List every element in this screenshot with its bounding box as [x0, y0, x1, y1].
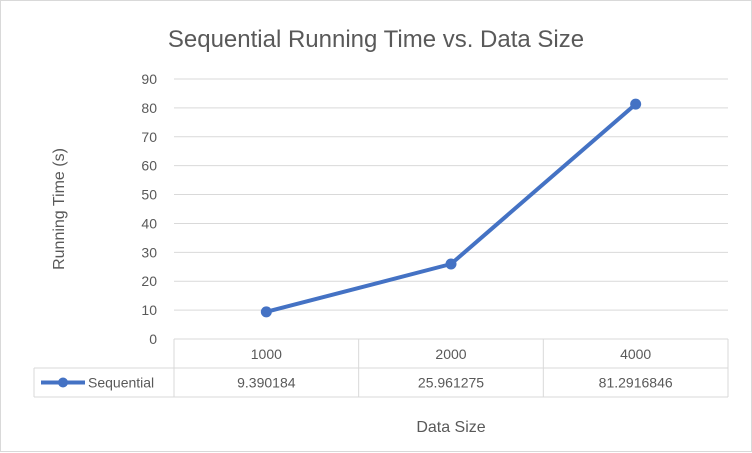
data-point: [445, 258, 457, 270]
y-tick-label: 40: [141, 215, 157, 231]
table-value: 9.390184: [237, 375, 296, 391]
data-point: [630, 98, 642, 110]
x-category-label: 4000: [620, 346, 651, 362]
y-tick-label: 20: [141, 273, 157, 289]
gridlines: [174, 78, 728, 340]
y-tick-label: 0: [149, 331, 157, 347]
y-tick-label: 80: [141, 100, 157, 116]
y-tick-label: 10: [141, 302, 157, 318]
y-axis-ticks: 0 10 20 30 40 50 60 70 80 90: [141, 71, 157, 347]
table-value: 81.2916846: [599, 375, 673, 391]
y-tick-label: 70: [141, 129, 157, 145]
series-layer: [260, 98, 642, 318]
data-table: 1000 2000 4000 Sequential 9.390184 25.961275 8…: [33, 339, 729, 398]
x-category-label: 2000: [435, 346, 466, 362]
y-axis-title: Running Time (s): [51, 148, 68, 270]
table-value: 25.961275: [418, 375, 484, 391]
y-tick-label: 60: [141, 158, 157, 174]
y-tick-label: 30: [141, 244, 157, 260]
data-point: [260, 306, 272, 318]
x-category-label: 1000: [251, 346, 282, 362]
legend-label: Sequential: [88, 375, 154, 391]
series-line: [264, 102, 638, 314]
chart-title: Sequential Running Time vs. Data Size: [168, 26, 584, 53]
x-axis-title: Data Size: [416, 419, 485, 436]
y-tick-label: 50: [141, 187, 157, 203]
y-tick-label: 90: [141, 71, 157, 87]
legend-marker: [58, 377, 68, 388]
